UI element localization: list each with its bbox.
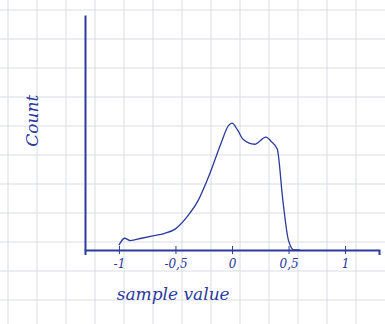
paper-line — [182, 0, 183, 324]
x-tick-label: 0 — [229, 257, 237, 271]
paper-line — [356, 0, 357, 324]
x-tick: 0 — [229, 246, 237, 271]
paper-line — [240, 0, 241, 324]
x-tick: -1 — [114, 246, 126, 271]
x-tick-label: -1 — [114, 257, 126, 271]
paper-line — [0, 97, 385, 98]
y-axis-line — [85, 16, 87, 251]
paper-line — [0, 155, 385, 156]
x-tick-mark — [345, 246, 346, 254]
paper-line — [0, 213, 385, 214]
paper-line — [298, 0, 299, 324]
x-tick: 1 — [342, 246, 350, 271]
paper-line — [8, 0, 9, 324]
x-tick-mark — [232, 246, 233, 254]
paper-line — [269, 0, 270, 324]
paper-line — [124, 0, 125, 324]
y-axis-title: Count — [22, 95, 42, 147]
x-axis-title: sample value — [117, 284, 230, 304]
x-tick-label: -0,5 — [164, 257, 187, 271]
y-axis — [85, 16, 86, 251]
x-tick-label: 1 — [342, 257, 350, 271]
paper-line — [153, 0, 154, 324]
paper-line — [211, 0, 212, 324]
x-tick: -0,5 — [164, 246, 187, 271]
paper-line — [327, 0, 328, 324]
plot-area — [119, 123, 300, 250]
paper-line — [0, 10, 385, 11]
paper-line — [37, 0, 38, 324]
paper-line — [66, 0, 67, 324]
x-tick-mark — [175, 246, 176, 254]
paper-line — [0, 126, 385, 127]
paper-line — [95, 0, 96, 324]
paper-line — [0, 39, 385, 40]
x-axis: -1 -0,5 0 0,5 1 — [86, 246, 380, 271]
paper-line — [0, 271, 385, 272]
x-tick-mark — [289, 246, 290, 254]
x-tick-mark — [119, 246, 120, 254]
paper-grid — [0, 0, 385, 324]
chart: -1 -0,5 0 0,5 1 sample value Count — [0, 0, 385, 324]
x-tick-label: 0,5 — [279, 257, 298, 271]
data-line — [119, 123, 300, 250]
paper-line — [0, 68, 385, 69]
paper-line — [0, 184, 385, 185]
paper-line — [0, 242, 385, 243]
